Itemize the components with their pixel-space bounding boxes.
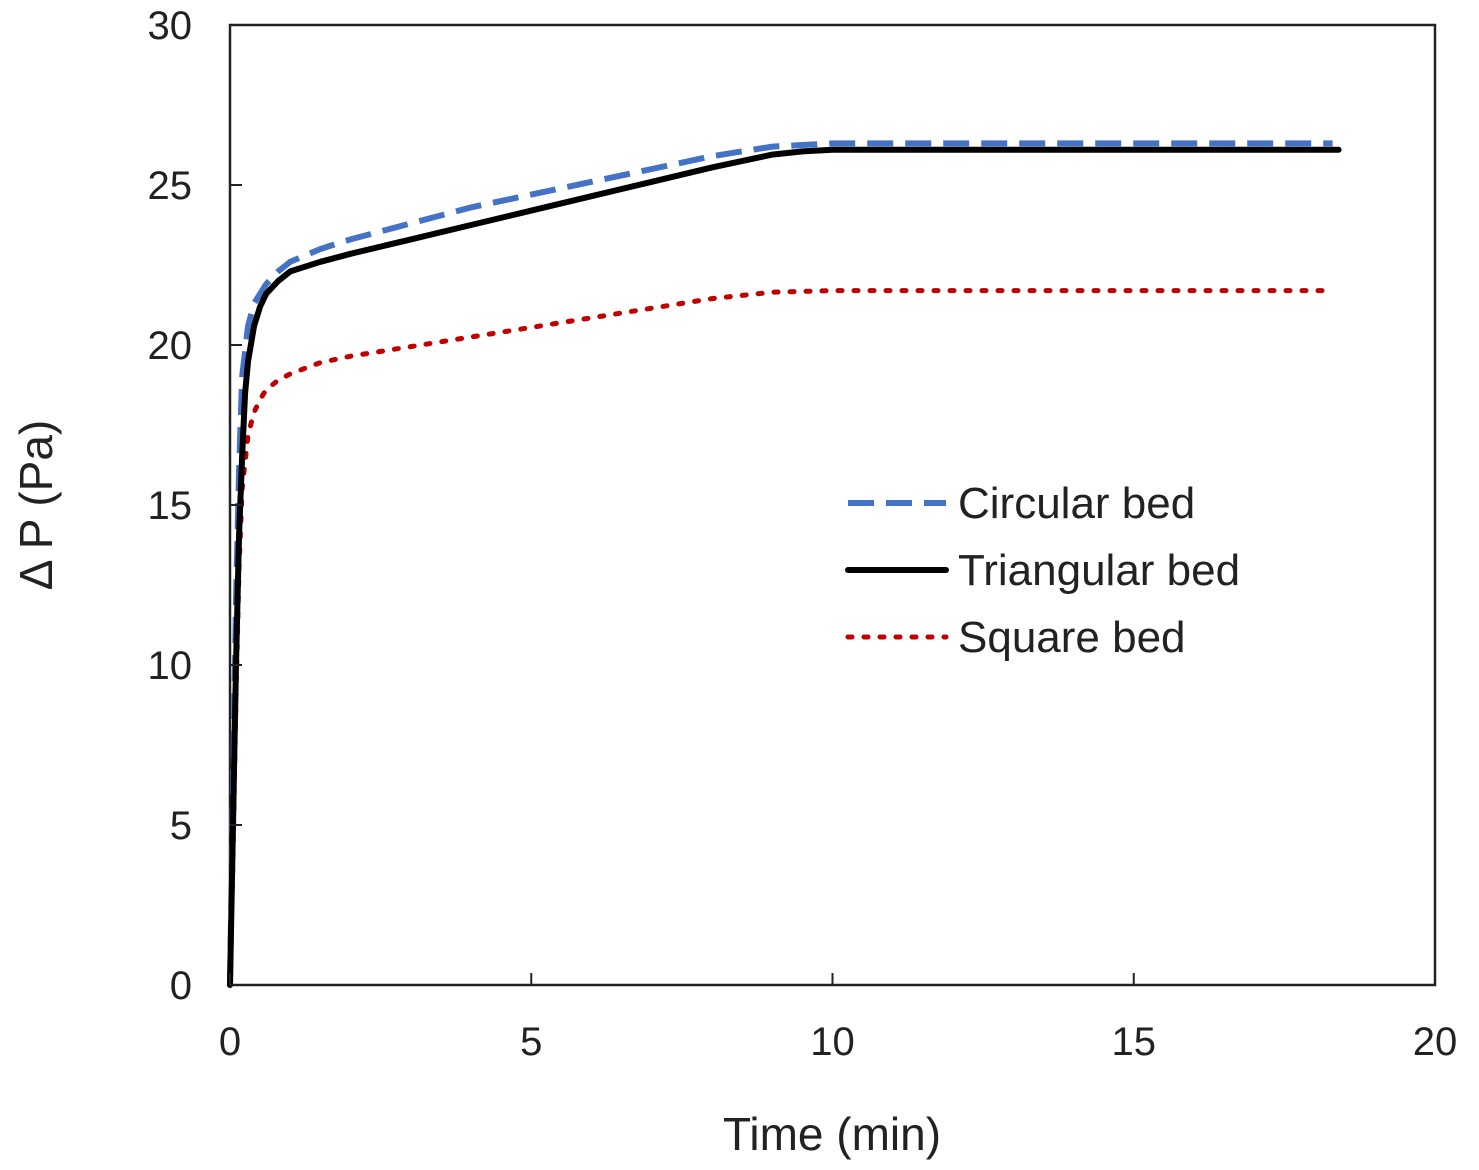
y-tick-label-5: 25 <box>148 164 193 208</box>
y-tick-label-6: 30 <box>148 4 193 48</box>
series-line-circular-bed <box>227 140 1333 986</box>
y-tick-label-1: 5 <box>170 804 192 848</box>
legend-label-triangular: Triangular bed <box>958 546 1240 595</box>
y-axis-title: Δ P (Pa) <box>10 420 62 591</box>
series-line-triangular-bed <box>227 146 1342 988</box>
x-tick-label-4: 20 <box>1413 1020 1458 1064</box>
series-layer <box>227 140 1342 988</box>
legend-label-circular: Circular bed <box>958 479 1195 528</box>
x-tick-label-3: 15 <box>1112 1020 1157 1064</box>
x-tick-label-1: 5 <box>520 1020 542 1064</box>
x-tick-label-2: 10 <box>810 1020 855 1064</box>
axes-layer: 0 5 10 15 20 0 5 10 15 20 25 30 <box>148 4 1458 1064</box>
y-tick-label-0: 0 <box>170 964 192 1008</box>
legend: Circular bed Triangular bed Square bed <box>845 479 1240 662</box>
x-tick-label-0: 0 <box>219 1020 241 1064</box>
legend-label-square: Square bed <box>958 613 1186 662</box>
x-axis-title: Time (min) <box>723 1108 941 1160</box>
y-tick-label-2: 10 <box>148 644 193 688</box>
plot-area <box>228 23 1437 987</box>
series-line-square-bed <box>227 288 1329 988</box>
y-tick-label-4: 20 <box>148 324 193 368</box>
y-tick-label-3: 15 <box>148 484 193 528</box>
